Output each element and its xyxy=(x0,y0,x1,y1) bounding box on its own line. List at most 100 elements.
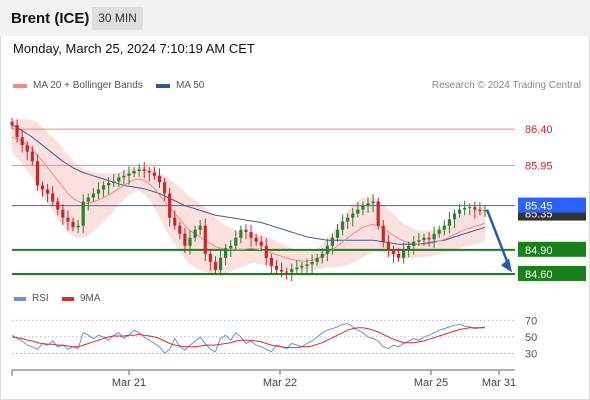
candle-body xyxy=(56,201,60,210)
candle-body xyxy=(452,213,457,220)
candle-body xyxy=(310,261,314,265)
candle-body xyxy=(229,245,233,249)
ma50-line xyxy=(11,124,486,245)
rsi-tick-50: 50 xyxy=(525,332,537,344)
legend-9ma: 9MA xyxy=(62,293,101,304)
research-credit: Research © 2024 Trading Central xyxy=(431,80,581,91)
candle-body xyxy=(51,193,55,202)
level-label-84.60: 84.60 xyxy=(525,269,553,281)
candle-body xyxy=(137,169,141,171)
candle-body xyxy=(178,225,182,234)
candle-body xyxy=(391,249,396,254)
x-tick-label: Mar 25 xyxy=(414,377,448,389)
candle-body xyxy=(244,229,248,233)
candle-body xyxy=(366,203,370,206)
rsi-line xyxy=(11,323,486,355)
legend-label-9ma: 9MA xyxy=(80,293,101,304)
candle-body xyxy=(152,172,157,176)
candle-body xyxy=(279,269,284,272)
legend-swatch-ma50 xyxy=(156,83,170,88)
level-tag-84.60 xyxy=(518,265,586,281)
candle-body xyxy=(361,205,365,210)
legend-rsi: RSI xyxy=(14,293,49,304)
candle-body xyxy=(432,233,436,240)
candle-body xyxy=(305,264,309,266)
candle-body xyxy=(300,265,304,268)
candle-body xyxy=(107,183,111,186)
legend-swatch-ma20 xyxy=(13,83,27,88)
candle-body xyxy=(463,207,467,210)
candle-body xyxy=(371,201,375,204)
candle-body xyxy=(285,271,289,273)
candle-body xyxy=(274,265,279,270)
candle-body xyxy=(193,229,197,238)
candle-body xyxy=(142,169,146,171)
candle-body xyxy=(101,185,106,190)
candle-body xyxy=(147,170,151,173)
candle-body xyxy=(117,177,121,182)
timestamp: Monday, March 25, 2024 7:10:19 AM CET xyxy=(13,41,255,56)
legend-label-rsi: RSI xyxy=(32,293,49,304)
level-label-85.45: 85.45 xyxy=(525,201,553,213)
candle-body xyxy=(132,170,136,174)
ma20-line xyxy=(11,136,486,262)
candle-body xyxy=(10,121,14,126)
candle-body xyxy=(213,261,218,270)
instrument-title: Brent (ICE) xyxy=(11,10,90,27)
candle-body xyxy=(346,217,350,222)
candle-body xyxy=(61,209,65,218)
candle-body xyxy=(381,225,385,242)
candle-body xyxy=(478,209,482,212)
candle-body xyxy=(40,185,45,190)
candle-body xyxy=(162,182,167,194)
forecast-arrow xyxy=(485,209,511,267)
candle-body xyxy=(407,245,411,250)
candle-body xyxy=(295,267,299,270)
candle-body xyxy=(330,237,335,246)
forecast-arrowhead xyxy=(501,258,512,273)
candle-body xyxy=(46,189,50,194)
candle-body xyxy=(66,217,70,222)
candle-body xyxy=(86,197,90,202)
legend-ma50: MA 50 xyxy=(156,80,204,91)
candle-body xyxy=(264,245,268,258)
candle-body xyxy=(208,253,212,262)
candle-body xyxy=(168,193,172,218)
candle-body xyxy=(81,201,85,226)
candle-body xyxy=(224,248,228,258)
x-tick-label: Mar 21 xyxy=(112,377,146,389)
candle-body xyxy=(71,221,75,228)
candle-body xyxy=(269,257,273,266)
candle-body xyxy=(259,241,263,246)
interval-button[interactable]: 30 MIN xyxy=(92,7,143,30)
candle-body xyxy=(203,225,207,254)
legend-ma20: MA 20 + Bollinger Bands xyxy=(13,80,143,91)
candle-body xyxy=(173,217,177,226)
candle-body xyxy=(91,193,95,198)
candle-body xyxy=(325,245,329,254)
candle-body xyxy=(183,233,187,246)
candle-body xyxy=(320,253,324,258)
candle-body xyxy=(35,161,40,186)
candle-body xyxy=(157,175,162,183)
rsi-ma9-line xyxy=(11,327,485,349)
candle-body xyxy=(412,241,416,246)
candle-body xyxy=(188,237,192,246)
candle-body xyxy=(396,253,401,258)
candle-body xyxy=(20,137,24,146)
candle-body xyxy=(25,145,29,152)
candle-body xyxy=(483,210,487,212)
candle-body xyxy=(473,207,477,210)
legend-swatch-9ma xyxy=(62,296,74,301)
level-tag-84.90 xyxy=(518,241,586,257)
candle-body xyxy=(290,269,294,273)
legend-swatch-rsi xyxy=(14,296,26,301)
candle-body xyxy=(442,225,446,230)
legend-label-ma50: MA 50 xyxy=(176,80,205,91)
candle-body xyxy=(315,257,319,262)
candle-body xyxy=(218,257,223,270)
candle-body xyxy=(30,151,34,162)
candle-body xyxy=(351,213,355,218)
candle-body xyxy=(76,225,80,228)
